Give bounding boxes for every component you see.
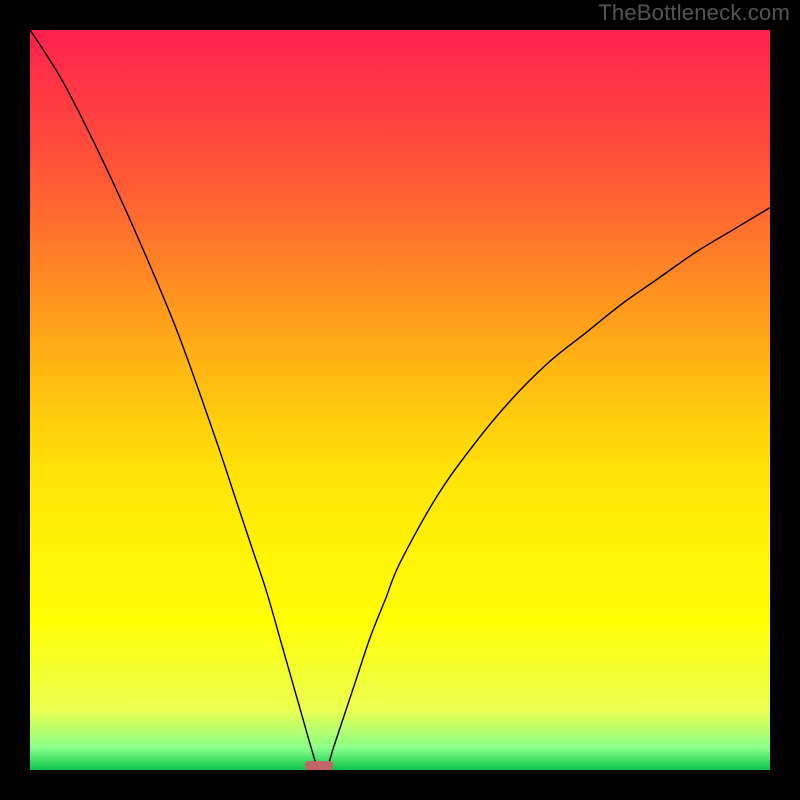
optimum-marker — [305, 761, 333, 770]
bottleneck-curve — [30, 30, 770, 770]
watermark-text: TheBottleneck.com — [598, 0, 790, 26]
chart-area — [30, 30, 770, 770]
